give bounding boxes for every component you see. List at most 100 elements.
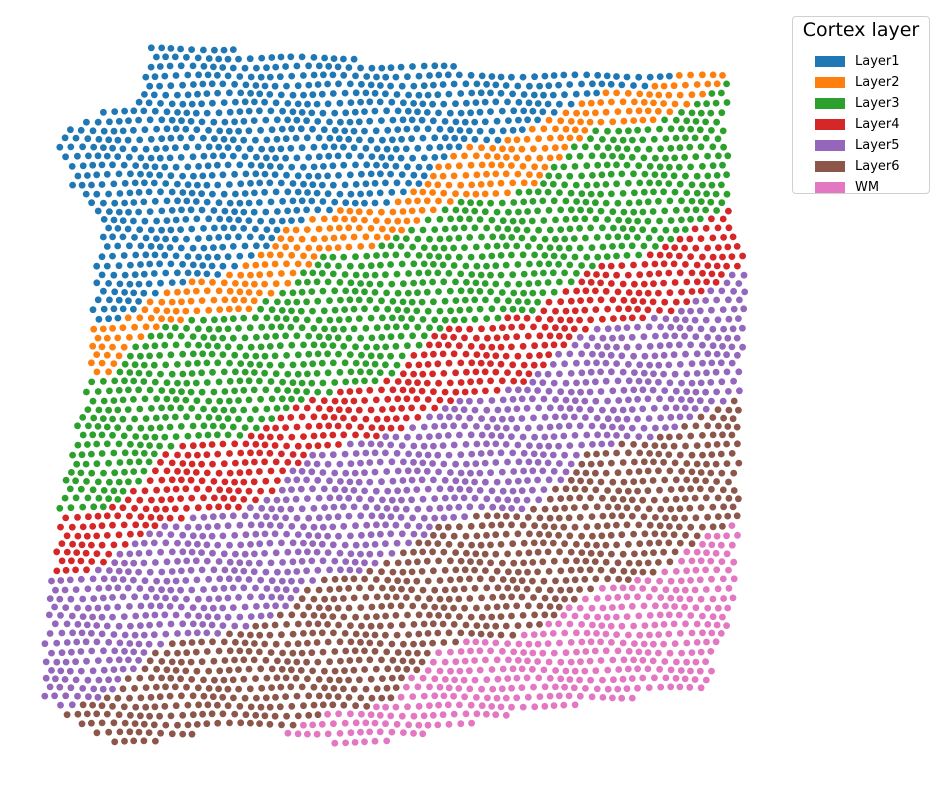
spot-layer1 (505, 117, 512, 124)
spot-layer3 (509, 217, 517, 225)
spot-layer2 (524, 154, 532, 162)
spot-layer6 (148, 674, 155, 682)
spot-layer6 (253, 694, 260, 702)
spot-layer6 (205, 685, 213, 692)
spot-layer2 (357, 243, 365, 250)
spot-layer1 (261, 82, 269, 90)
spot-layer1 (258, 54, 266, 62)
spot-wm (692, 566, 700, 574)
spot-layer1 (560, 71, 568, 79)
spot-layer6 (256, 648, 263, 656)
spot-layer5 (497, 449, 505, 457)
spot-layer5 (441, 494, 449, 502)
spot-layer5 (219, 532, 227, 540)
spot-layer5 (441, 476, 449, 484)
spot-layer5 (409, 424, 416, 431)
spot-layer5 (106, 656, 113, 664)
spot-wm (515, 640, 523, 648)
spot-layer5 (665, 361, 673, 369)
spot-layer4 (205, 485, 213, 493)
spot-layer3 (573, 198, 580, 205)
spot-layer1 (294, 188, 302, 196)
spot-layer6 (199, 710, 207, 718)
spot-layer5 (408, 496, 415, 504)
spot-wm (703, 549, 710, 557)
spot-layer4 (560, 341, 568, 349)
spot-layer4 (604, 305, 611, 313)
spot-layer5 (184, 523, 192, 531)
spot-layer4 (513, 314, 521, 322)
spot-layer6 (321, 667, 328, 675)
spot-layer3 (697, 109, 705, 117)
spot-layer5 (383, 468, 391, 475)
spot-layer3 (576, 152, 584, 160)
spot-layer3 (388, 369, 396, 377)
spot-layer3 (62, 476, 70, 484)
spot-layer5 (342, 558, 350, 565)
spot-layer3 (609, 152, 616, 160)
spot-layer5 (371, 449, 379, 457)
spot-layer3 (382, 361, 389, 369)
spot-layer1 (429, 117, 437, 125)
spot-layer3 (570, 235, 578, 243)
spot-layer1 (481, 98, 489, 106)
spot-layer3 (153, 395, 161, 403)
spot-layer5 (195, 523, 203, 531)
spot-layer6 (670, 531, 678, 539)
spot-layer5 (707, 287, 715, 295)
spot-layer5 (126, 550, 134, 558)
spot-layer5 (204, 523, 212, 531)
spot-layer4 (452, 369, 459, 377)
spot-layer1 (387, 170, 394, 178)
spot-layer1 (189, 244, 197, 252)
spot-layer2 (492, 170, 500, 178)
spot-wm (502, 694, 510, 702)
spot-layer5 (116, 639, 124, 647)
spot-layer5 (321, 504, 328, 511)
spot-layer5 (90, 595, 98, 602)
spot-layer5 (156, 530, 164, 538)
spot-layer1 (109, 144, 116, 152)
spot-layer1 (105, 190, 112, 198)
spot-layer4 (725, 224, 733, 232)
spot-layer4 (435, 379, 442, 387)
spot-layer6 (719, 522, 726, 530)
spot-layer5 (483, 406, 491, 414)
spot-layer5 (214, 613, 221, 621)
spot-layer5 (499, 415, 506, 423)
spot-layer6 (424, 539, 432, 547)
spot-layer3 (604, 216, 611, 223)
spot-layer3 (619, 136, 627, 144)
spot-layer5 (702, 316, 710, 324)
spot-layer5 (382, 449, 389, 457)
spot-layer4 (720, 234, 727, 241)
spot-layer4 (489, 324, 497, 332)
spot-layer4 (462, 350, 470, 358)
spot-layer6 (473, 532, 481, 540)
spot-layer5 (167, 531, 175, 538)
spot-layer5 (620, 386, 628, 394)
spot-layer6 (570, 595, 578, 603)
spot-layer2 (666, 108, 674, 116)
spot-wm (576, 604, 584, 612)
spot-layer5 (426, 523, 433, 531)
spot-layer5 (687, 341, 694, 349)
spot-layer4 (440, 370, 448, 377)
spot-layer6 (221, 657, 229, 664)
spot-layer4 (235, 487, 242, 495)
spot-layer6 (509, 631, 517, 639)
spot-layer5 (489, 415, 497, 423)
spot-layer5 (95, 585, 103, 592)
spot-layer5 (623, 324, 631, 331)
spot-layer5 (337, 566, 344, 574)
spot-layer5 (713, 296, 720, 304)
spot-layer6 (497, 521, 505, 529)
spot-layer5 (298, 467, 306, 475)
spot-layer5 (163, 558, 171, 566)
spot-layer3 (555, 260, 562, 268)
spot-layer4 (184, 451, 192, 459)
spot-layer5 (714, 316, 722, 324)
spot-layer1 (314, 206, 322, 214)
spot-layer6 (436, 577, 444, 584)
spot-layer4 (276, 433, 284, 441)
